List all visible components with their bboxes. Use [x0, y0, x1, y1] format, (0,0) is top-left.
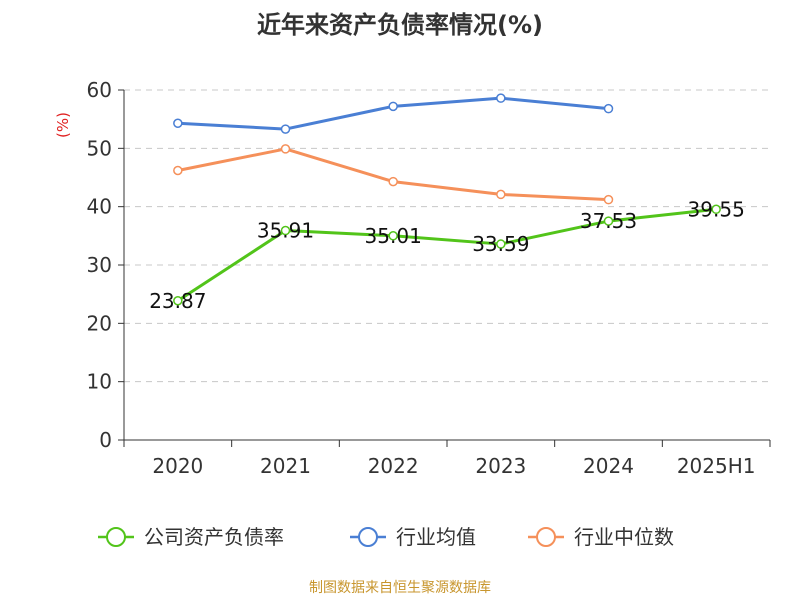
data-label: 35.91	[257, 219, 314, 243]
data-label: 23.87	[149, 289, 206, 313]
data-point	[280, 124, 291, 134]
series-line	[176, 207, 718, 303]
y-tick-label: 10	[87, 370, 112, 394]
legend-swatch-marker	[358, 527, 378, 547]
y-tick-label: 40	[87, 195, 112, 219]
x-tick-label: 2022	[368, 454, 419, 478]
series-line	[176, 147, 610, 202]
x-tick-label: 2021	[260, 454, 311, 478]
x-tick-label: 2023	[475, 454, 526, 478]
chart-title: 近年来资产负债率情况(%)	[257, 11, 543, 39]
data-label-layer: 23.87 35.91 35.01 33.59 37.53 39.55	[149, 197, 745, 312]
axis-layer: 0 10 20 30 40 50 60 2020 2021 2022 2023 2024 2025H1	[87, 78, 771, 478]
legend-label: 公司资产负债率	[144, 525, 284, 549]
data-label: 35.01	[365, 224, 422, 248]
y-tick-label: 30	[87, 253, 112, 277]
data-label: 33.59	[472, 232, 529, 256]
source-note: 制图数据来自恒生聚源数据库	[309, 580, 491, 596]
data-label: 39.55	[688, 197, 745, 221]
data-point	[711, 204, 721, 215]
legend: 公司资产负债率 行业均值 行业中位数	[98, 525, 674, 549]
data-point	[173, 296, 183, 306]
data-point	[603, 103, 614, 114]
y-tick-label: 60	[87, 78, 112, 102]
data-point	[280, 144, 291, 154]
data-point	[388, 101, 398, 112]
data-point	[173, 118, 183, 128]
data-point	[603, 194, 614, 205]
y-tick-label: 0	[99, 428, 112, 452]
data-point	[496, 93, 506, 103]
series-layer	[173, 93, 721, 306]
data-label: 37.53	[580, 209, 637, 233]
x-tick-label: 2024	[583, 454, 634, 478]
data-point	[173, 165, 183, 176]
legend-swatch-marker	[536, 527, 556, 547]
x-tick-label: 2025H1	[677, 454, 756, 478]
data-point	[388, 231, 398, 241]
data-point	[280, 225, 291, 236]
y-tick-label: 20	[87, 311, 112, 335]
y-tick-label: 50	[87, 136, 112, 160]
data-point	[603, 216, 614, 226]
y-axis-unit-label: (%)	[54, 112, 72, 138]
x-tick-label: 2020	[152, 454, 203, 478]
data-point	[496, 239, 506, 249]
data-point	[496, 189, 506, 200]
legend-label: 行业中位数	[574, 525, 674, 549]
legend-swatch-marker	[106, 527, 126, 547]
grid-layer	[124, 89, 770, 383]
legend-label: 行业均值	[396, 525, 476, 549]
data-point	[388, 176, 398, 187]
